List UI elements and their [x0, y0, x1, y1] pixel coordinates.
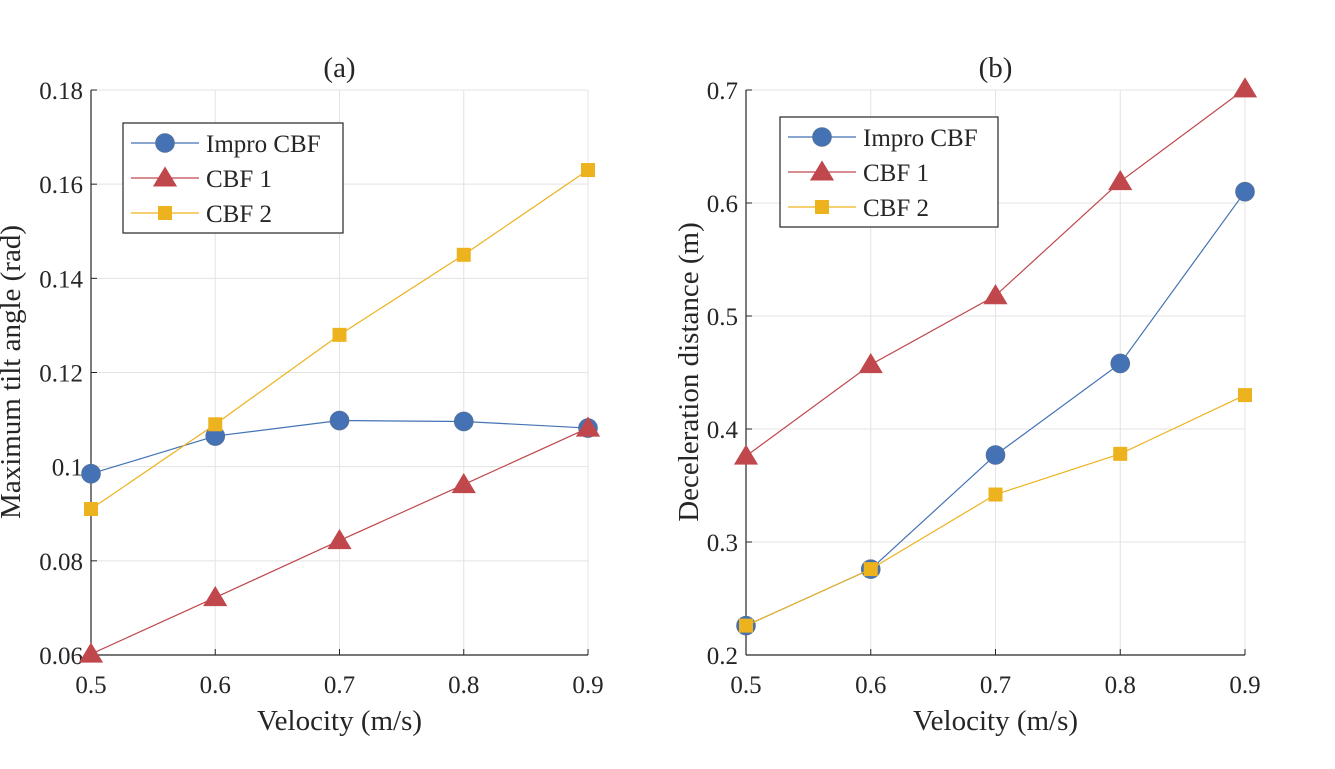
legend-entry: Impro CBF	[863, 125, 978, 152]
x-axis-label: Velocity (m/s)	[913, 705, 1078, 737]
y-tick-label: 0.08	[39, 549, 83, 576]
data-point	[581, 163, 595, 178]
y-tick-label: 0.16	[39, 172, 83, 199]
legend-entry: Impro CBF	[206, 131, 321, 158]
x-tick-label: 0.7	[980, 672, 1011, 699]
series-square	[84, 163, 595, 517]
x-tick-label: 0.7	[324, 672, 355, 699]
data-point	[1232, 77, 1258, 98]
data-point	[208, 417, 223, 432]
data-point	[451, 472, 476, 494]
legend: Impro CBF CBF 1 CBF 2	[122, 122, 344, 234]
y-tick-label: 0.1	[52, 455, 83, 482]
data-point	[1110, 353, 1131, 374]
x-tick-label: 0.9	[572, 672, 603, 699]
x-axis-label: Velocity (m/s)	[257, 705, 422, 737]
y-tick-label: 0.14	[39, 266, 83, 293]
data-point	[329, 410, 350, 431]
chart-title: (b)	[979, 52, 1013, 84]
chart-panel-b: 0.5 0.6 0.7 0.8 0.9 0.2 0.3 0.4 0.5 0.6 0.7 (b) Velo…	[673, 52, 1261, 737]
y-tick-label: 0.12	[39, 361, 83, 388]
data-point	[988, 487, 1003, 502]
y-tick-label: 0.06	[39, 643, 83, 670]
y-tick-label: 0.5	[707, 304, 738, 331]
chart-title: (a)	[323, 52, 355, 84]
y-tick-label: 0.7	[707, 78, 738, 105]
data-point	[332, 327, 347, 342]
x-tick-label: 0.6	[855, 672, 886, 699]
data-point	[863, 562, 878, 577]
y-tick-label: 0.3	[707, 530, 738, 557]
legend-entry: CBF 2	[863, 195, 929, 222]
legend-marker	[158, 206, 172, 220]
legend-marker	[809, 160, 835, 181]
x-tick-label: 0.8	[448, 672, 479, 699]
series-circle	[81, 410, 598, 484]
data-point	[453, 411, 474, 432]
data-point	[1108, 169, 1133, 191]
data-point	[985, 445, 1006, 465]
legend-marker	[155, 133, 175, 153]
data-point	[1235, 181, 1255, 202]
data-point	[1113, 446, 1128, 461]
series-triangle	[733, 77, 1258, 465]
series-square	[739, 388, 1252, 633]
y-tick-label: 0.18	[39, 78, 83, 105]
series-triangle	[78, 416, 601, 663]
legend-entry: CBF 2	[206, 201, 272, 228]
legend-entry: CBF 1	[206, 166, 272, 193]
x-tick-label: 0.6	[200, 672, 231, 699]
data-point	[983, 284, 1008, 305]
data-point	[575, 416, 601, 437]
x-tick-label: 0.5	[730, 672, 761, 699]
y-axis-label: Deceleration distance (m)	[673, 222, 705, 522]
data-point	[858, 353, 883, 374]
legend: Impro CBF CBF 1 CBF 2	[779, 116, 999, 228]
x-tick-label: 0.8	[1105, 672, 1136, 699]
y-tick-label: 0.2	[707, 643, 738, 670]
data-point	[456, 247, 471, 262]
data-point	[81, 463, 101, 484]
data-point	[84, 502, 98, 517]
x-tick-label: 0.5	[75, 672, 106, 699]
legend-marker	[152, 166, 178, 187]
y-tick-label: 0.4	[707, 417, 739, 444]
legend-entry: CBF 1	[863, 160, 929, 187]
y-axis-label: Maximum tilt angle (rad)	[0, 225, 27, 519]
x-tick-label: 0.9	[1229, 672, 1260, 699]
data-point	[1238, 388, 1252, 403]
data-point	[327, 529, 352, 550]
legend-marker	[815, 200, 829, 214]
data-point	[203, 585, 228, 607]
legend-marker	[812, 127, 832, 147]
chart-panel-a: 0.5 0.6 0.7 0.8 0.9 0.06 0.08 0.1 0.12 0.14 0.16 0.…	[0, 52, 604, 737]
data-point	[78, 642, 104, 663]
y-tick-label: 0.6	[707, 191, 738, 218]
data-point	[733, 444, 759, 465]
data-point	[739, 618, 753, 633]
